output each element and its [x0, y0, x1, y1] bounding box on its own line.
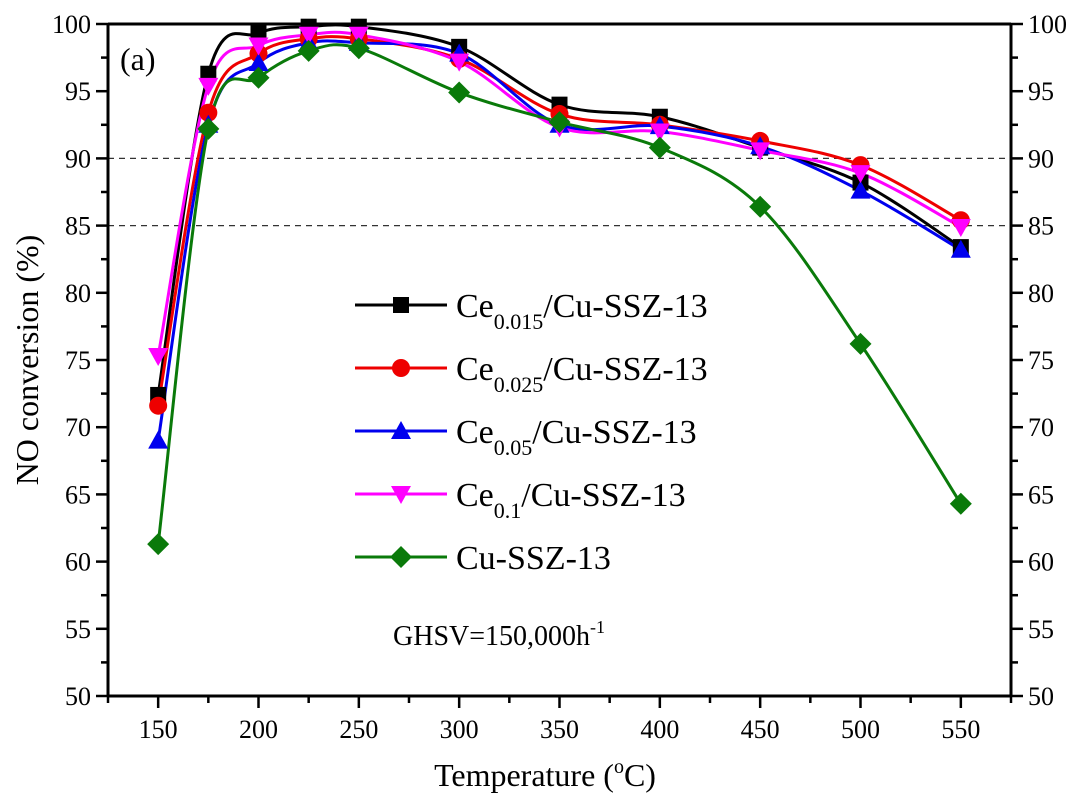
series-layer [147, 18, 972, 556]
series-line [156, 23, 962, 396]
series-markers-3 [148, 26, 971, 366]
x-axis-title-main: Temperature ( [434, 757, 614, 793]
y-right-tick-label: 55 [1028, 615, 1054, 644]
data-point [200, 65, 217, 82]
x-tick-label: 200 [239, 715, 278, 744]
ticks: 150 200 250 300 350 400 450 500 550 50 50 55 55 60 60 6… [52, 10, 1067, 744]
data-point [949, 492, 972, 515]
legend-item: Ce0.05/Cu-SSZ-13 [355, 414, 697, 460]
y-left-tick-label: 80 [65, 279, 91, 308]
data-point [849, 332, 872, 355]
legend-label: Ce0.05/Cu-SSZ-13 [456, 414, 697, 460]
data-point [248, 37, 269, 56]
x-tick-label: 550 [941, 715, 980, 744]
series-markers-4 [147, 37, 972, 556]
y-right-tick-label: 85 [1028, 212, 1054, 241]
data-point [148, 347, 169, 366]
y-right-tick-label: 80 [1028, 279, 1054, 308]
legend-label: Cu-SSZ-13 [456, 540, 611, 577]
data-point [950, 239, 971, 258]
data-point [247, 66, 270, 89]
data-point [149, 396, 168, 415]
data-point [749, 195, 772, 218]
legend-marker [393, 297, 409, 313]
y-left-tick-label: 85 [65, 212, 91, 241]
ghsv-superscript: -1 [590, 617, 605, 637]
y-left-tick-label: 55 [65, 615, 91, 644]
x-tick-label: 350 [540, 715, 579, 744]
legend-marker [391, 486, 411, 504]
x-tick-label: 500 [841, 715, 880, 744]
y-left-tick-label: 60 [65, 548, 91, 577]
data-point [750, 142, 771, 161]
legend-marker [390, 546, 412, 568]
y-left-tick-label: 65 [65, 480, 91, 509]
data-point [448, 81, 471, 104]
x-tick-label: 250 [339, 715, 378, 744]
y-right-tick-label: 60 [1028, 548, 1054, 577]
data-point [298, 26, 319, 45]
y-left-tick-label: 75 [65, 346, 91, 375]
panel-label: (a) [120, 41, 156, 77]
y-left-tick-label: 95 [65, 77, 91, 106]
data-point [148, 430, 169, 449]
y-left-tick-label: 100 [52, 10, 91, 39]
ghsv-annotation: GHSV=150,000h-1 [393, 617, 605, 652]
x-axis-title-tail: C) [624, 757, 656, 793]
x-tick-label: 300 [440, 715, 479, 744]
x-tick-label: 450 [741, 715, 780, 744]
legend-item: Ce0.025/Cu-SSZ-13 [355, 351, 708, 397]
legend: Ce0.015/Cu-SSZ-13 Ce0.025/Cu-SSZ-13 Ce0.05… [355, 288, 708, 577]
y-left-tick-label: 50 [65, 682, 91, 711]
legend-item: Ce0.015/Cu-SSZ-13 [355, 288, 708, 334]
y-right-tick-label: 65 [1028, 480, 1054, 509]
x-axis-title: Temperature (oC) [434, 756, 656, 793]
series-0 [156, 23, 962, 396]
data-point [250, 25, 267, 42]
y-right-tick-label: 95 [1028, 77, 1054, 106]
legend-label: Ce0.025/Cu-SSZ-13 [456, 351, 708, 397]
data-point [850, 165, 871, 184]
legend-label: Ce0.015/Cu-SSZ-13 [456, 288, 708, 334]
data-point [449, 53, 470, 72]
y-left-tick-label: 70 [65, 413, 91, 442]
y-left-tick-label: 90 [65, 144, 91, 173]
data-point [649, 123, 670, 142]
y-right-tick-label: 75 [1028, 346, 1054, 375]
y-right-tick-label: 50 [1028, 682, 1054, 711]
x-tick-label: 150 [139, 715, 178, 744]
data-point [197, 117, 220, 140]
data-point [950, 218, 971, 237]
data-point [198, 77, 219, 96]
legend-item: Cu-SSZ-13 [355, 540, 611, 577]
series-markers-0 [150, 18, 969, 403]
data-point [347, 37, 370, 60]
legend-marker [391, 421, 411, 439]
data-point [147, 533, 170, 556]
y-right-tick-label: 90 [1028, 144, 1054, 173]
data-point [297, 39, 320, 62]
legend-label: Ce0.1/Cu-SSZ-13 [456, 477, 686, 523]
legend-item: Ce0.1/Cu-SSZ-13 [355, 477, 686, 523]
data-point [348, 26, 369, 45]
y-axis-title: NO conversion (%) [9, 235, 45, 486]
y-right-tick-label: 100 [1028, 10, 1067, 39]
ghsv-main: GHSV=150,000h [393, 621, 590, 652]
y-right-tick-label: 70 [1028, 413, 1054, 442]
data-point [648, 136, 671, 159]
x-tick-label: 400 [640, 715, 679, 744]
data-point [199, 103, 218, 122]
data-point [548, 111, 571, 134]
data-point [850, 180, 871, 199]
x-axis-title-degree: o [614, 756, 624, 778]
data-point [248, 52, 269, 71]
legend-marker [392, 359, 410, 377]
